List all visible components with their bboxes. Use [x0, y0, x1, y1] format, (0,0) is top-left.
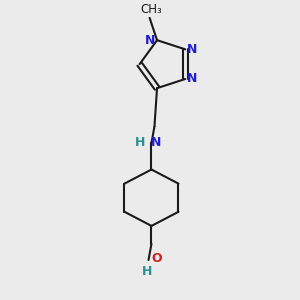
Text: N: N — [151, 136, 161, 149]
Text: O: O — [152, 252, 162, 265]
Text: CH₃: CH₃ — [140, 3, 162, 16]
Text: H: H — [135, 136, 146, 149]
Text: N: N — [187, 43, 197, 56]
Text: H: H — [142, 265, 152, 278]
Text: N: N — [187, 73, 197, 85]
Text: N: N — [145, 34, 156, 47]
